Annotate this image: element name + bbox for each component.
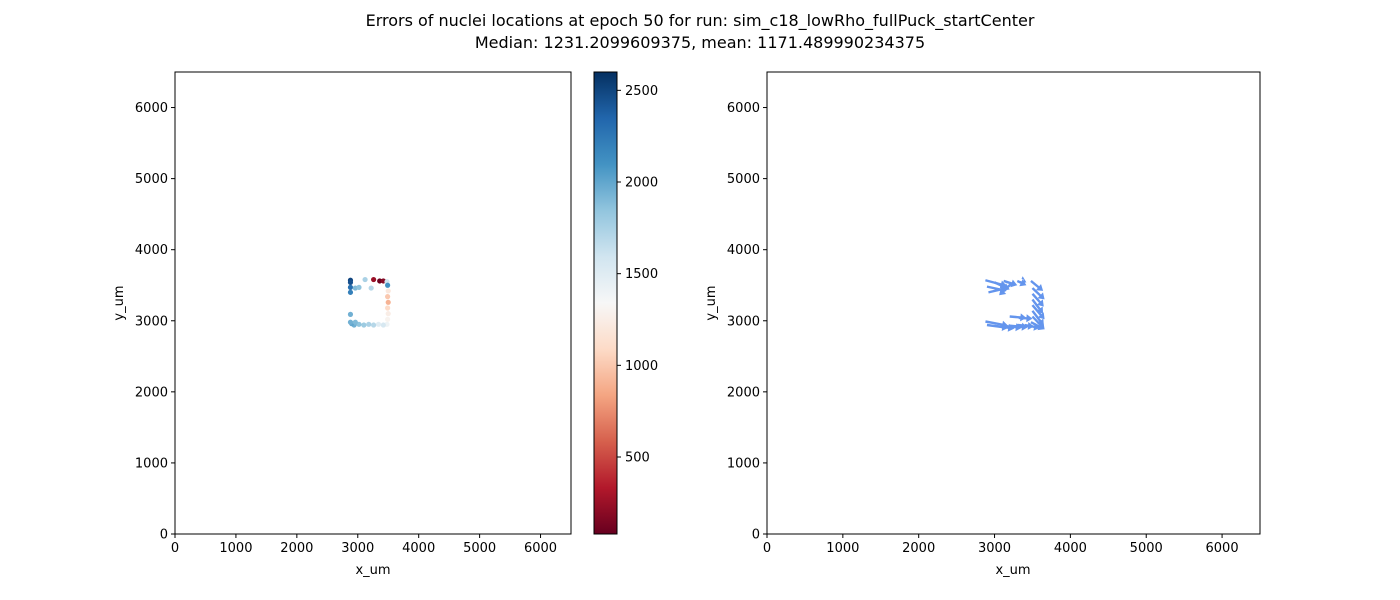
scatter-x-tick-label: 4000 [402,541,435,556]
quiver-x-tick-label: 6000 [1206,541,1239,556]
quiver-x-tick-label: 4000 [1054,541,1087,556]
scatter-point [347,284,354,290]
quiver-arrow [1019,276,1027,284]
quiver-arrow [1030,280,1044,291]
quiver-y-tick-label: 1000 [727,456,760,471]
scatter-point [385,282,391,288]
colorbar-ticks: 500 1000 1500 2000 2500 [617,84,658,466]
quiver-y-tick-label: 3000 [727,314,760,329]
scatter-point [380,322,386,328]
scatter-point [385,294,391,300]
scatter-point [347,319,354,325]
scatter-x-tick-label: 3000 [341,541,374,556]
quiver-arrow [1031,293,1044,307]
scatter-x-tick-label: 2000 [280,541,313,556]
scatter-x-ticks: 0 1000 2000 3000 4000 5000 6000 [171,534,557,556]
quiver-y-tick-label: 0 [752,528,760,543]
scatter-x-tick-label: 6000 [524,541,557,556]
quiver-arrow [1031,304,1045,320]
scatter-points [347,276,391,328]
quiver-x-tick-label: 2000 [902,541,935,556]
quiver-arrow [985,320,1009,329]
scatter-point [375,321,382,327]
quiver-arrows [985,276,1045,332]
figure-title-line1: Errors of nuclei locations at epoch 50 f… [366,11,1035,31]
scatter-y-tick-label: 6000 [135,101,168,116]
quiver-y-tick-label: 2000 [727,385,760,400]
quiver-x-tick-label: 1000 [826,541,859,556]
colorbar-tick-label: 500 [625,451,650,466]
quiver-arrow [1009,313,1027,322]
quiver-x-tick-label: 0 [763,541,771,556]
scatter-x-axis-label: x_um [355,563,390,578]
scatter-x-tick-label: 5000 [463,541,496,556]
scatter-point [352,319,358,325]
scatter-x-tick-label: 1000 [219,541,252,556]
quiver-y-tick-label: 5000 [727,172,760,187]
scatter-point [385,311,391,317]
scatter-point [366,321,372,327]
scatter-y-tick-label: 2000 [135,385,168,400]
quiver-y-tick-label: 6000 [727,101,760,116]
scatter-point [371,322,377,328]
scatter-point [371,276,377,283]
colorbar-tick-label: 1500 [625,267,658,282]
scatter-x-tick-label: 0 [171,541,179,556]
scatter-point [356,284,362,290]
quiver-x-ticks: 0 1000 2000 3000 4000 5000 6000 [763,534,1239,556]
scatter-point [385,305,391,311]
scatter-point [385,316,391,322]
colorbar-tick-label: 1000 [625,359,658,374]
colorbar: 500 1000 1500 2000 2500 [593,71,658,535]
scatter-y-tick-label: 0 [160,528,168,543]
scatter-point [361,322,367,328]
quiver-y-axis-label: y_um [704,285,719,320]
quiver-plot-area [766,71,1261,535]
quiver-x-tick-label: 3000 [978,541,1011,556]
scatter-point [385,288,391,294]
scatter-point [347,311,354,317]
quiver-y-ticks: 0 1000 2000 3000 4000 5000 6000 [727,101,767,543]
quiver-panel: 0 1000 2000 3000 4000 5000 6000 0 1000 2000 3000 4… [704,71,1261,578]
scatter-point [368,285,374,291]
colorbar-tick-label: 2000 [625,176,658,191]
scatter-y-tick-label: 1000 [135,456,168,471]
scatter-point [347,289,354,295]
scatter-point [377,278,383,284]
quiver-arrow [1031,298,1044,314]
quiver-arrow [1031,287,1045,300]
scatter-y-tick-label: 3000 [135,314,168,329]
scatter-point [385,299,391,305]
scatter-y-tick-label: 5000 [135,172,168,187]
quiver-arrow [1031,310,1044,326]
scatter-plot-area [174,71,572,535]
colorbar-tick-label: 2500 [625,84,658,99]
scatter-y-axis-label: y_um [112,285,127,320]
scatter-y-tick-label: 4000 [135,243,168,258]
quiver-y-tick-label: 4000 [727,243,760,258]
scatter-point [347,279,354,285]
figure-title-line2: Median: 1231.2099609375, mean: 1171.4899… [475,33,925,52]
quiver-x-tick-label: 5000 [1130,541,1163,556]
scatter-panel: 0 1000 2000 3000 4000 5000 6000 0 1000 2000 3000 4… [112,71,572,578]
colorbar-gradient [593,71,618,535]
scatter-point [362,276,368,283]
quiver-arrow [1018,314,1033,323]
scatter-y-ticks: 0 1000 2000 3000 4000 5000 6000 [135,101,175,543]
quiver-arrow [999,282,1012,296]
quiver-x-axis-label: x_um [995,563,1030,578]
